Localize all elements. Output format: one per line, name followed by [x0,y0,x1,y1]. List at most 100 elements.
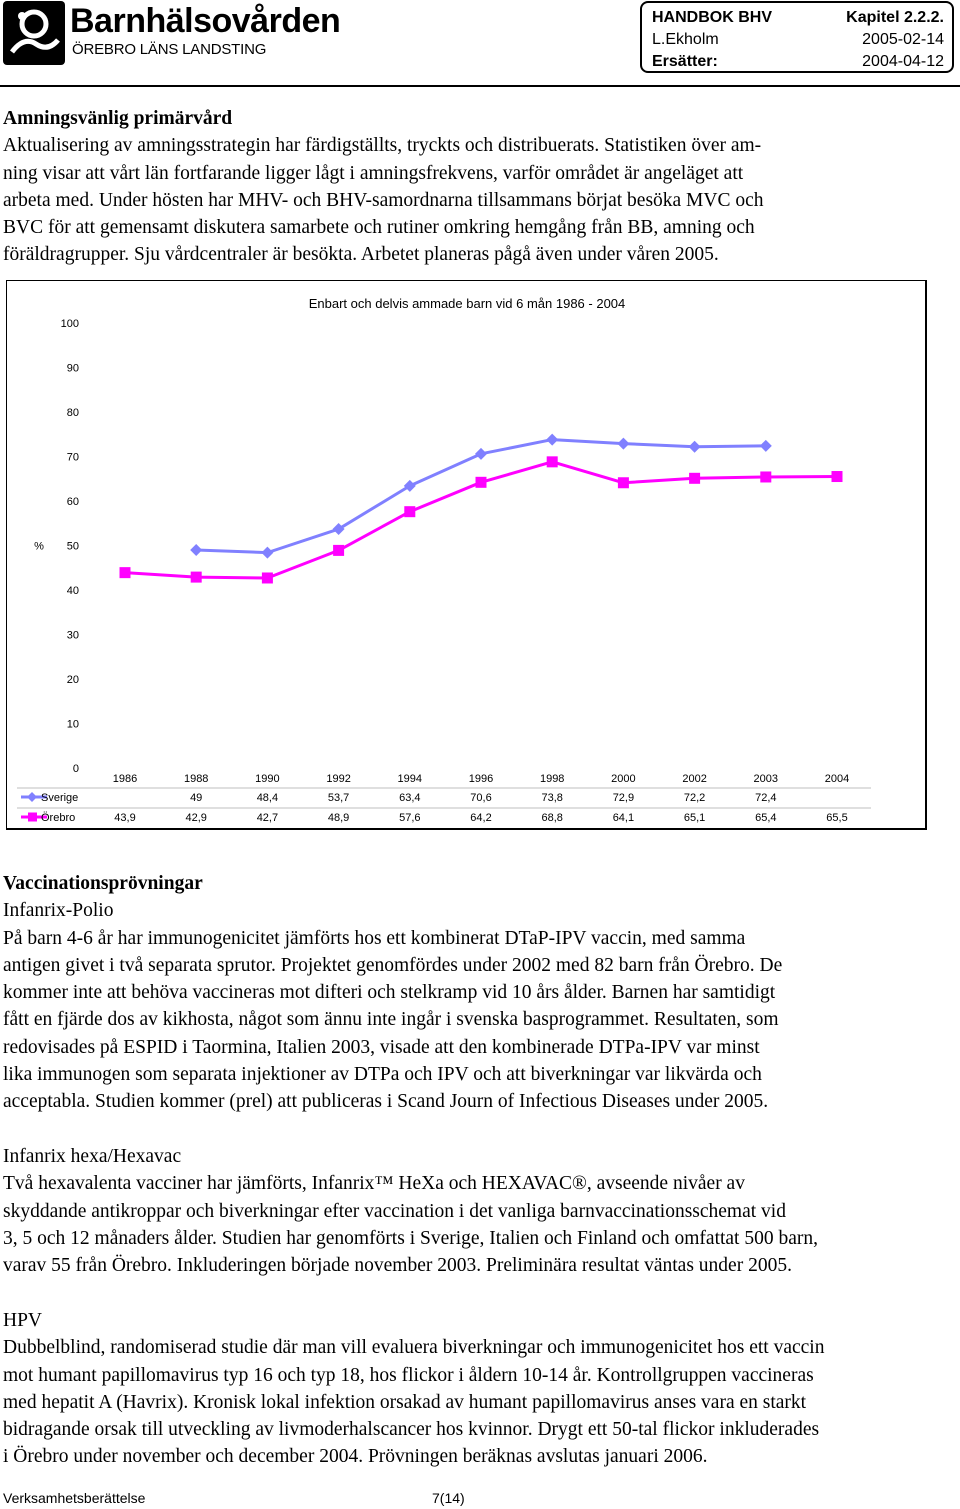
x-tick-label: 1986 [113,773,137,785]
text-line: BVC för att gemensamt diskutera samarbet… [3,217,755,239]
author: L.Ekholm [652,31,719,48]
y-tick-label: 30 [67,630,79,642]
text-line: lika immunogen som separata injektioner … [3,1064,762,1086]
document-date: 2005-02-14 [862,31,944,48]
data-point [546,433,559,446]
data-table-value: 72,4 [755,792,776,804]
text-line: Dubbelblind, randomiserad studie där man… [3,1337,825,1359]
text-line: redovisades på ESPID i Taormina, Italien… [3,1036,760,1058]
data-table-value: 73,8 [541,792,562,804]
y-tick-label: 50 [67,541,79,553]
subsection-heading: HPV [3,1310,43,1331]
data-table-value: 65,1 [684,812,705,824]
chapter-label: Kapitel 2.2.2. [846,9,944,26]
x-tick-label: 2002 [682,773,706,785]
legend-marker [28,812,37,822]
data-table-value: 57,6 [399,812,420,824]
text-line: acceptabla. Studien kommer (prel) att pu… [3,1091,769,1113]
data-table-value: 48,9 [328,812,349,824]
data-point [119,567,131,579]
x-tick-label: 1998 [540,773,564,785]
section-hpv: HPV Dubbelblind, randomiserad studie där… [3,1307,958,1471]
page-number: 7(14) [432,1490,465,1506]
footer-title: Verksamhetsberättelse [3,1490,146,1506]
legend-marker [27,792,37,802]
data-table-value: 70,6 [470,792,491,804]
x-tick-label: 2003 [754,773,778,785]
y-tick-label: 10 [67,719,79,731]
handbook-label: HANDBOK BHV [652,9,772,26]
document-info-box: HANDBOK BHV Kapitel 2.2.2. L.Ekholm 2005… [640,1,954,73]
data-table-value: 42,7 [257,812,278,824]
data-table-value: 49 [190,792,202,804]
data-point [261,572,273,584]
section-heading: Vaccinationsprövningar [3,873,203,894]
data-point [190,571,202,583]
data-table-value: 65,4 [755,812,776,824]
data-table-value: 42,9 [185,812,206,824]
header-divider [0,85,960,87]
legend-label: Sverige [41,792,78,804]
x-tick-label: 1990 [255,773,279,785]
text-line: arbeta med. Under hösten har MHV- och BH… [3,189,764,211]
section-vaccination-trials: Vaccinationsprövningar Infanrix-Polio På… [3,870,958,1116]
y-tick-label: 100 [61,318,79,330]
data-point [333,544,345,556]
x-tick-label: 1994 [398,773,422,785]
y-axis-label: % [34,541,44,553]
chart-title: Enbart och delvis ammade barn vid 6 mån … [309,296,626,311]
org-name: Barnhälsovården [70,2,341,40]
y-tick-label: 40 [67,585,79,597]
x-tick-label: 1992 [326,773,350,785]
text-line: föräldragrupper. Sju vårdcentraler är be… [3,244,719,266]
data-point [546,456,558,468]
data-point [831,471,843,483]
chart-svg: Enbart och delvis ammade barn vid 6 mån … [17,296,871,824]
data-table-value: 65,5 [826,812,847,824]
data-point [475,476,487,488]
data-point [617,477,629,489]
text-line: bidragande orsak till utveckling av livm… [3,1419,820,1441]
y-tick-label: 20 [67,674,79,686]
x-tick-label: 2000 [611,773,635,785]
x-tick-label: 2004 [825,773,849,785]
data-point [404,506,416,518]
org-subtitle: ÖREBRO LÄNS LANDSTING [72,41,267,58]
data-point [759,439,772,452]
text-line: mot humant papillomavirus typ 16 och typ… [3,1364,814,1386]
replaces-label: Ersätter: [652,53,718,70]
data-point [261,546,274,559]
data-point [617,437,630,450]
text-line: fått en fjärde dos av kikhosta, något so… [3,1009,779,1031]
x-tick-label: 1996 [469,773,493,785]
data-point [403,479,416,492]
data-table-value: 43,9 [114,812,135,824]
section-breastfeeding: Amningsvänlig primärvård Aktualisering a… [3,105,958,269]
breastfeeding-chart: Enbart och delvis ammade barn vid 6 mån … [6,280,927,830]
text-line: varav 55 från Örebro. Inkluderingen börj… [3,1255,792,1277]
data-table-value: 63,4 [399,792,420,804]
text-line: antigen givet i två separata sprutor. Pr… [3,954,783,976]
y-tick-label: 0 [73,763,79,775]
text-line: i Örebro under november och december 200… [3,1446,708,1468]
logo: Barnhälsovården ÖREBRO LÄNS LANDSTING [2,0,341,72]
data-point [760,471,772,483]
text-line: med hepatit A (Havrix). Kronisk lokal in… [3,1391,807,1413]
data-table-value: 48,4 [257,792,278,804]
section-heading: Amningsvänlig primärvård [3,108,233,129]
data-table-value: 64,2 [470,812,491,824]
subsection-heading: Infanrix-Polio [3,900,114,922]
text-line: 3, 5 och 12 månaders ålder. Studien har … [3,1227,819,1249]
data-point [689,472,701,484]
x-tick-label: 1988 [184,773,208,785]
text-line: Aktualisering av amningsstrategin har fä… [3,135,762,157]
data-table-value: 64,1 [613,812,634,824]
section-hexavalent: Infanrix hexa/Hexavac Två hexavalenta va… [3,1143,958,1279]
text-line: skyddande antikroppar och biverkningar e… [3,1200,786,1222]
text-line: ning visar att vårt län fortfarande ligg… [3,162,744,184]
text-line: På barn 4-6 år har immunogenicitet jämfö… [3,927,746,949]
legend-label: Örebro [41,812,75,824]
y-tick-label: 80 [67,407,79,419]
data-table-value: 53,7 [328,792,349,804]
replaces-date: 2004-04-12 [862,53,944,70]
